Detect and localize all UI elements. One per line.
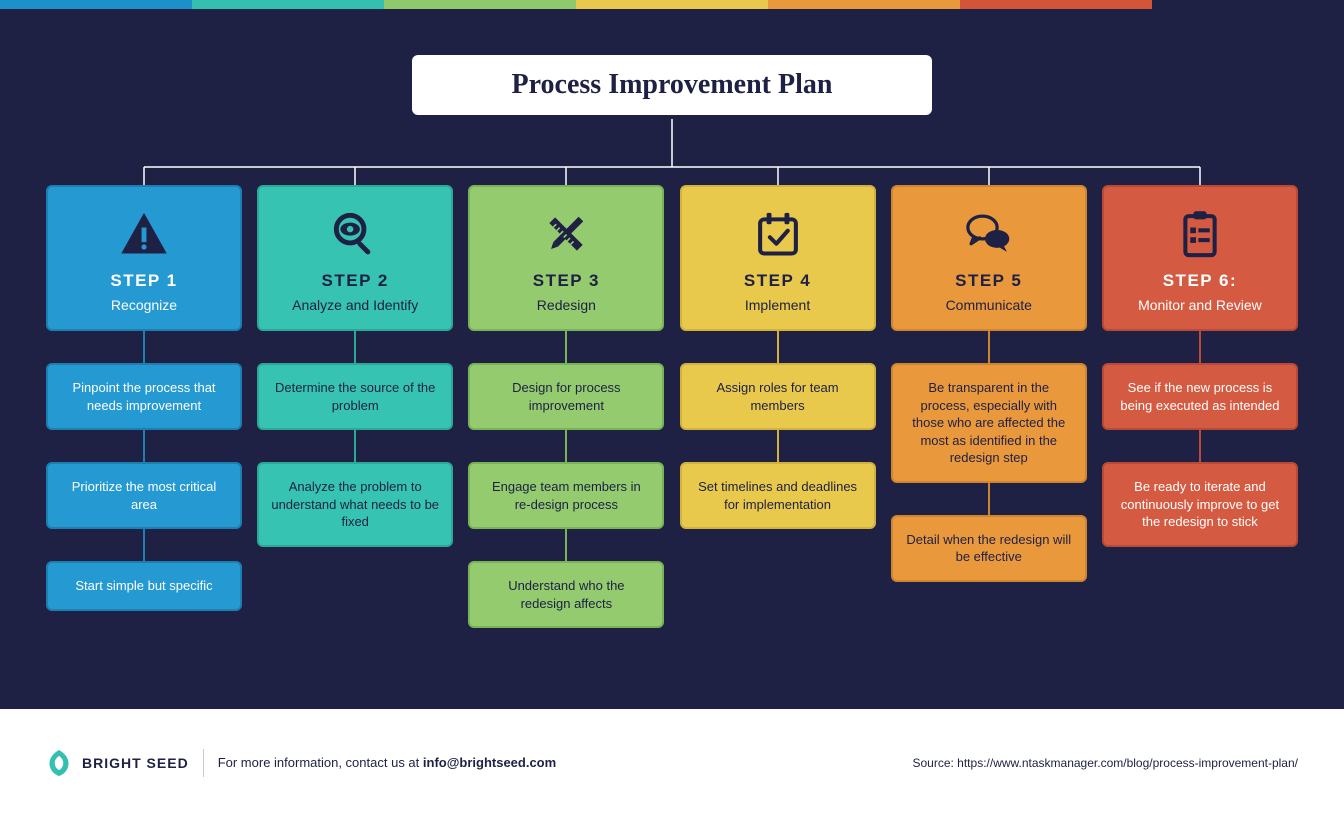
sub-step-card: Understand who the redesign affects xyxy=(468,561,664,628)
logo-text: BRIGHT SEED xyxy=(82,755,189,771)
seed-icon xyxy=(46,748,72,778)
step-label: STEP 3 xyxy=(480,271,652,291)
magnify-eye-icon xyxy=(269,205,441,263)
step-column-2: STEP 2 Analyze and Identify Determine the … xyxy=(257,185,453,628)
sub-step-card: Determine the source of the problem xyxy=(257,363,453,430)
connector xyxy=(777,331,779,363)
step-name: Implement xyxy=(692,297,864,313)
contact-prefix: For more information, contact us at xyxy=(218,755,423,770)
sub-step-card: Prioritize the most critical area xyxy=(46,462,242,529)
sub-step-card: See if the new process is being executed… xyxy=(1102,363,1298,430)
step-card: STEP 5 Communicate xyxy=(891,185,1087,331)
connector xyxy=(988,483,990,515)
steps-columns: STEP 1 Recognize Pinpoint the process that… xyxy=(0,185,1344,628)
step-card: STEP 6: Monitor and Review xyxy=(1102,185,1298,331)
step-name: Communicate xyxy=(903,297,1075,313)
connector xyxy=(143,331,145,363)
calendar-check-icon xyxy=(692,205,864,263)
page-title: Process Improvement Plan xyxy=(462,69,882,101)
step-name: Redesign xyxy=(480,297,652,313)
step-label: STEP 5 xyxy=(903,271,1075,291)
step-column-1: STEP 1 Recognize Pinpoint the process that… xyxy=(46,185,242,628)
sub-step-card: Design for process improvement xyxy=(468,363,664,430)
sub-step-card: Pinpoint the process that needs improvem… xyxy=(46,363,242,430)
connector xyxy=(143,529,145,561)
step-name: Analyze and Identify xyxy=(269,297,441,313)
footer-left: BRIGHT SEED For more information, contac… xyxy=(46,748,556,778)
contact-text: For more information, contact us at info… xyxy=(218,755,557,770)
pencil-ruler-icon xyxy=(480,205,652,263)
sub-step-card: Detail when the redesign will be effecti… xyxy=(891,515,1087,582)
connector xyxy=(565,331,567,363)
connector xyxy=(1199,430,1201,462)
sub-step-card: Be transparent in the process, especiall… xyxy=(891,363,1087,483)
sub-step-card: Start simple but specific xyxy=(46,561,242,611)
connector xyxy=(565,529,567,561)
connector xyxy=(777,430,779,462)
logo: BRIGHT SEED xyxy=(46,748,189,778)
chat-bubbles-icon xyxy=(903,205,1075,263)
step-card: STEP 3 Redesign xyxy=(468,185,664,331)
step-column-4: STEP 4 Implement Assign roles for team mem… xyxy=(680,185,876,628)
step-label: STEP 6: xyxy=(1114,271,1286,291)
sub-step-card: Assign roles for team members xyxy=(680,363,876,430)
step-column-6: STEP 6: Monitor and Review See if the new … xyxy=(1102,185,1298,628)
sub-step-card: Set timelines and deadlines for implemen… xyxy=(680,462,876,529)
step-label: STEP 2 xyxy=(269,271,441,291)
warning-triangle-icon xyxy=(58,205,230,263)
step-label: STEP 4 xyxy=(692,271,864,291)
sub-step-card: Engage team members in re-design process xyxy=(468,462,664,529)
connector xyxy=(354,331,356,363)
connector xyxy=(354,430,356,462)
step-label: STEP 1 xyxy=(58,271,230,291)
sub-step-card: Be ready to iterate and continuously imp… xyxy=(1102,462,1298,547)
clipboard-list-icon xyxy=(1114,205,1286,263)
title-box: Process Improvement Plan xyxy=(412,55,932,115)
step-card: STEP 2 Analyze and Identify xyxy=(257,185,453,331)
step-column-3: STEP 3 Redesign Design for process improve… xyxy=(468,185,664,628)
contact-email: info@brightseed.com xyxy=(423,755,556,770)
step-name: Recognize xyxy=(58,297,230,313)
step-card: STEP 4 Implement xyxy=(680,185,876,331)
step-card: STEP 1 Recognize xyxy=(46,185,242,331)
footer-divider xyxy=(203,749,204,777)
source-text: Source: https://www.ntaskmanager.com/blo… xyxy=(912,756,1298,770)
footer: BRIGHT SEED For more information, contac… xyxy=(0,709,1344,816)
step-name: Monitor and Review xyxy=(1114,297,1286,313)
connector xyxy=(143,430,145,462)
connector xyxy=(565,430,567,462)
connector xyxy=(988,331,990,363)
top-color-stripe xyxy=(0,0,1344,9)
main-canvas: Process Improvement Plan STEP 1 Recognize… xyxy=(0,9,1344,709)
sub-step-card: Analyze the problem to understand what n… xyxy=(257,462,453,547)
connector xyxy=(1199,331,1201,363)
step-column-5: STEP 5 Communicate Be transparent in the p… xyxy=(891,185,1087,628)
